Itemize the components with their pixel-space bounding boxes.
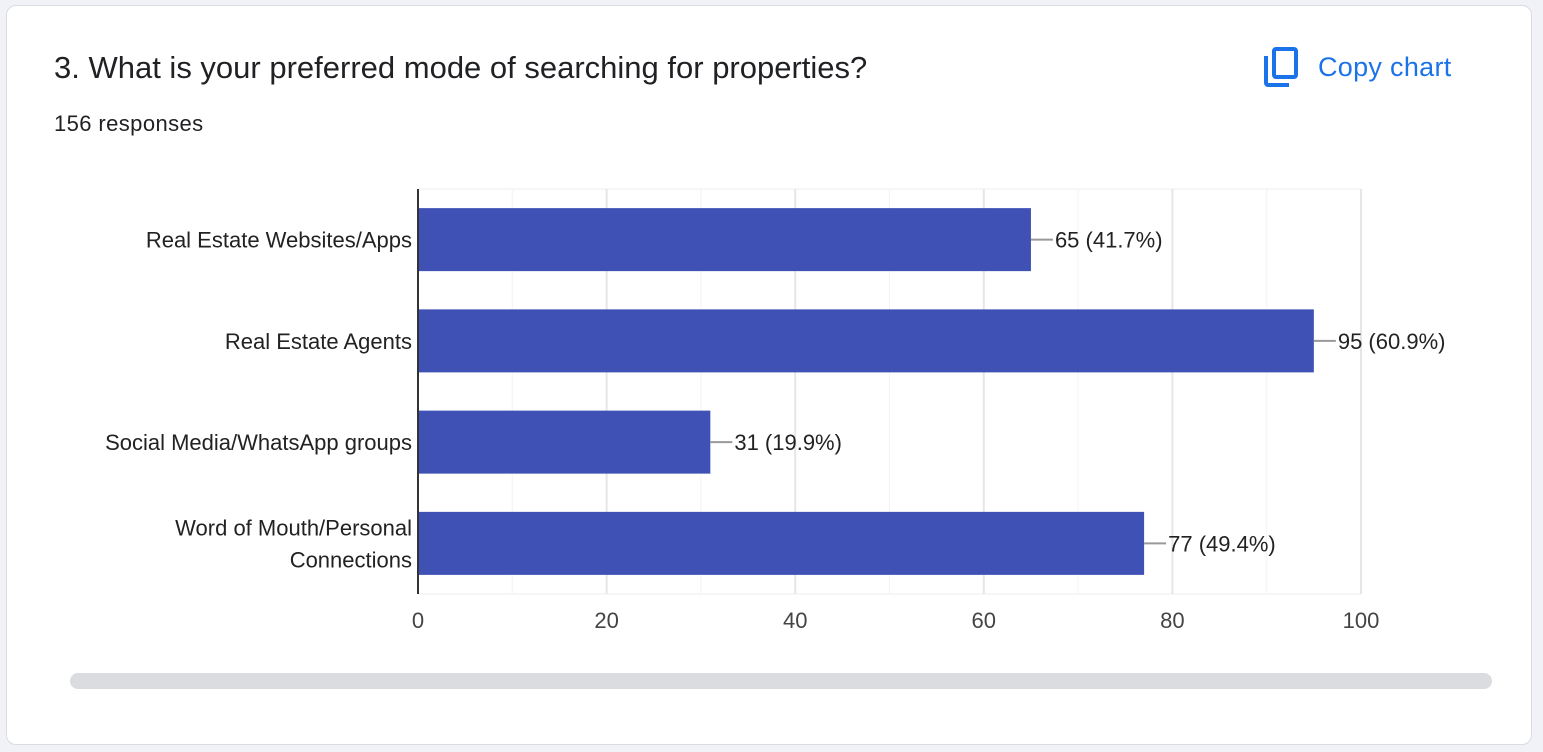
x-tick-label: 40: [783, 608, 807, 633]
question-title: 3. What is your preferred mode of search…: [54, 50, 868, 85]
data-label: 65 (41.7%): [1055, 228, 1163, 253]
bar: [418, 511, 1145, 575]
category-label: Real Estate Agents: [225, 329, 412, 354]
copy-icon: [1262, 46, 1300, 88]
category-label: Real Estate Websites/Apps: [146, 228, 412, 253]
x-tick-label: 60: [972, 608, 996, 633]
x-tick-label: 80: [1160, 608, 1184, 633]
data-label: 95 (60.9%): [1338, 329, 1446, 354]
bar: [418, 410, 711, 474]
x-tick-label: 100: [1343, 608, 1380, 633]
x-tick-label: 20: [594, 608, 618, 633]
data-label: 31 (19.9%): [734, 430, 842, 455]
copy-chart-button[interactable]: Copy chart: [1262, 40, 1452, 94]
copy-chart-label: Copy chart: [1318, 51, 1452, 82]
category-label: Social Media/WhatsApp groups: [105, 430, 412, 455]
response-count: 156 responses: [54, 111, 204, 136]
bar: [418, 208, 1031, 272]
data-label: 77 (49.4%): [1168, 531, 1276, 556]
question-card: [6, 5, 1532, 745]
bar: [418, 309, 1314, 373]
horizontal-scrollbar[interactable]: [70, 673, 1492, 689]
x-tick-label: 0: [412, 608, 424, 633]
category-label: Word of Mouth/Personal: [175, 515, 412, 540]
category-label: Connections: [290, 547, 412, 572]
